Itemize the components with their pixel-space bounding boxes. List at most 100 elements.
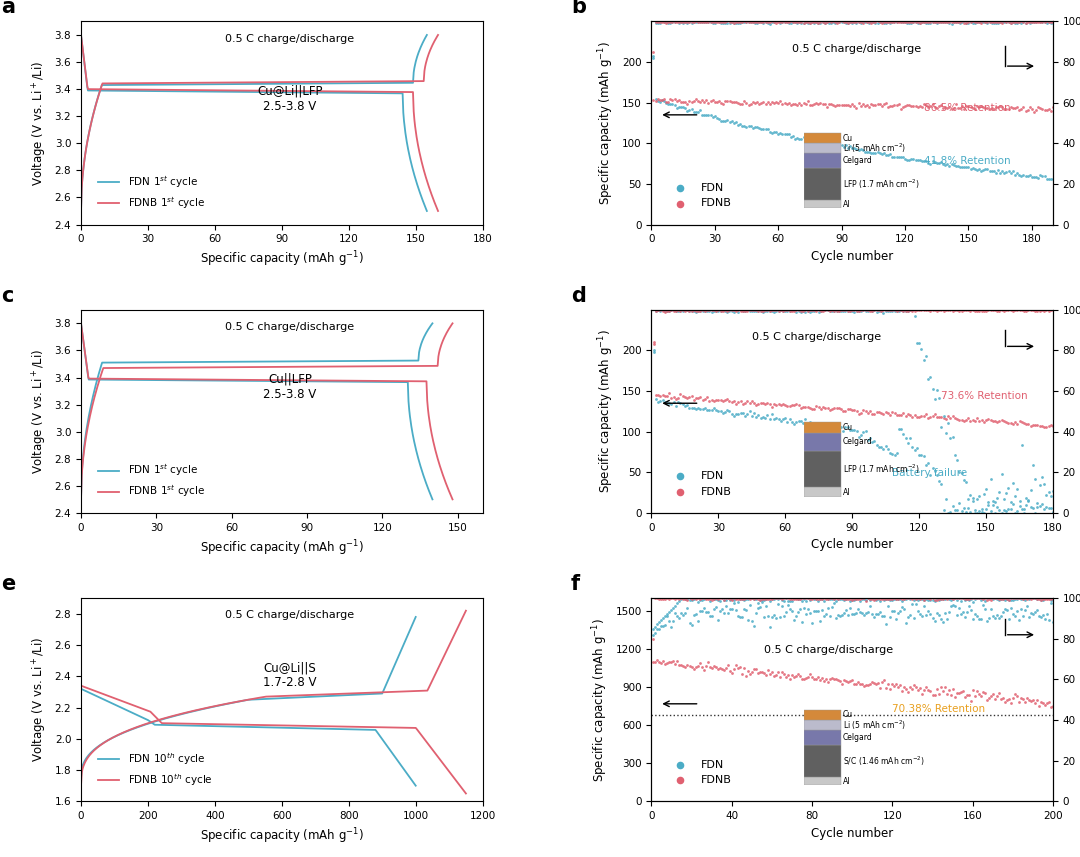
Point [741, 597, 758, 611]
Point [808, 303, 825, 317]
X-axis label: Specific capacity (mAh g$^{-1}$): Specific capacity (mAh g$^{-1}$) [200, 249, 364, 269]
Point [846, 15, 863, 29]
Point [1042, 171, 1059, 185]
Point [647, 93, 664, 106]
Point [946, 504, 963, 518]
Point [1023, 592, 1040, 606]
Point [822, 672, 839, 686]
Point [747, 303, 765, 317]
Point [865, 99, 882, 112]
Point [689, 304, 706, 318]
Point [766, 412, 783, 426]
Point [1020, 15, 1037, 28]
Point [726, 303, 743, 317]
Point [699, 303, 716, 317]
Point [649, 622, 666, 636]
Text: 0.5 C charge/discharge: 0.5 C charge/discharge [752, 333, 881, 342]
Point [1017, 491, 1035, 505]
Point [860, 591, 877, 605]
Point [1000, 482, 1017, 495]
Point [747, 399, 765, 412]
Point [1025, 15, 1042, 29]
Point [645, 345, 662, 359]
Point [812, 135, 829, 149]
Point [883, 592, 901, 606]
Point [771, 591, 788, 605]
Point [852, 406, 869, 420]
Point [785, 592, 802, 606]
Point [789, 592, 807, 606]
Point [792, 669, 809, 683]
Point [1021, 610, 1038, 624]
Point [1012, 602, 1029, 616]
Point [689, 15, 706, 29]
Point [1014, 609, 1031, 623]
Point [744, 95, 761, 109]
Point [766, 303, 783, 317]
Point [742, 119, 759, 133]
Point [869, 97, 887, 111]
Point [1011, 414, 1028, 428]
Point [1038, 172, 1055, 186]
Point [864, 304, 881, 318]
Point [819, 135, 836, 149]
Point [756, 397, 773, 411]
Point [755, 592, 772, 606]
Point [1015, 304, 1032, 318]
Point [732, 303, 750, 317]
Point [833, 15, 850, 29]
Point [753, 96, 770, 110]
Point [881, 446, 899, 460]
Point [855, 680, 873, 693]
Point [773, 98, 791, 111]
Point [975, 487, 993, 500]
Point [832, 592, 849, 606]
Point [759, 609, 777, 623]
Point [687, 15, 704, 28]
Point [1034, 15, 1051, 29]
Point [903, 16, 920, 30]
Point [861, 145, 878, 159]
Point [647, 626, 664, 640]
Point [777, 411, 794, 424]
Point [981, 164, 998, 177]
Point [823, 420, 840, 434]
Point [701, 661, 718, 674]
Point [1009, 689, 1026, 703]
Point [946, 690, 963, 704]
Point [876, 674, 893, 687]
Point [1022, 483, 1039, 497]
Point [848, 677, 865, 691]
Point [993, 467, 1010, 481]
Point [1002, 591, 1020, 605]
Point [928, 592, 945, 606]
Point [966, 608, 983, 621]
Point [1025, 15, 1042, 29]
Point [674, 100, 691, 114]
Point [858, 607, 875, 620]
Point [660, 95, 677, 109]
Point [839, 304, 856, 318]
Point [702, 94, 719, 108]
Point [966, 592, 983, 606]
Point [848, 142, 865, 156]
Point [994, 15, 1011, 29]
Point [918, 680, 935, 694]
Point [883, 677, 901, 691]
Point [972, 593, 989, 607]
Point [697, 592, 714, 606]
Point [926, 155, 943, 169]
Point [919, 411, 936, 425]
Point [1042, 418, 1059, 432]
Point [947, 15, 964, 29]
Point [665, 303, 683, 317]
Point [903, 99, 920, 113]
Point [1042, 596, 1059, 609]
Point [814, 135, 832, 149]
Point [831, 139, 848, 153]
Point [986, 591, 1003, 605]
Point [1024, 500, 1041, 514]
Point [671, 611, 688, 625]
Point [759, 396, 777, 410]
Point [855, 591, 873, 605]
